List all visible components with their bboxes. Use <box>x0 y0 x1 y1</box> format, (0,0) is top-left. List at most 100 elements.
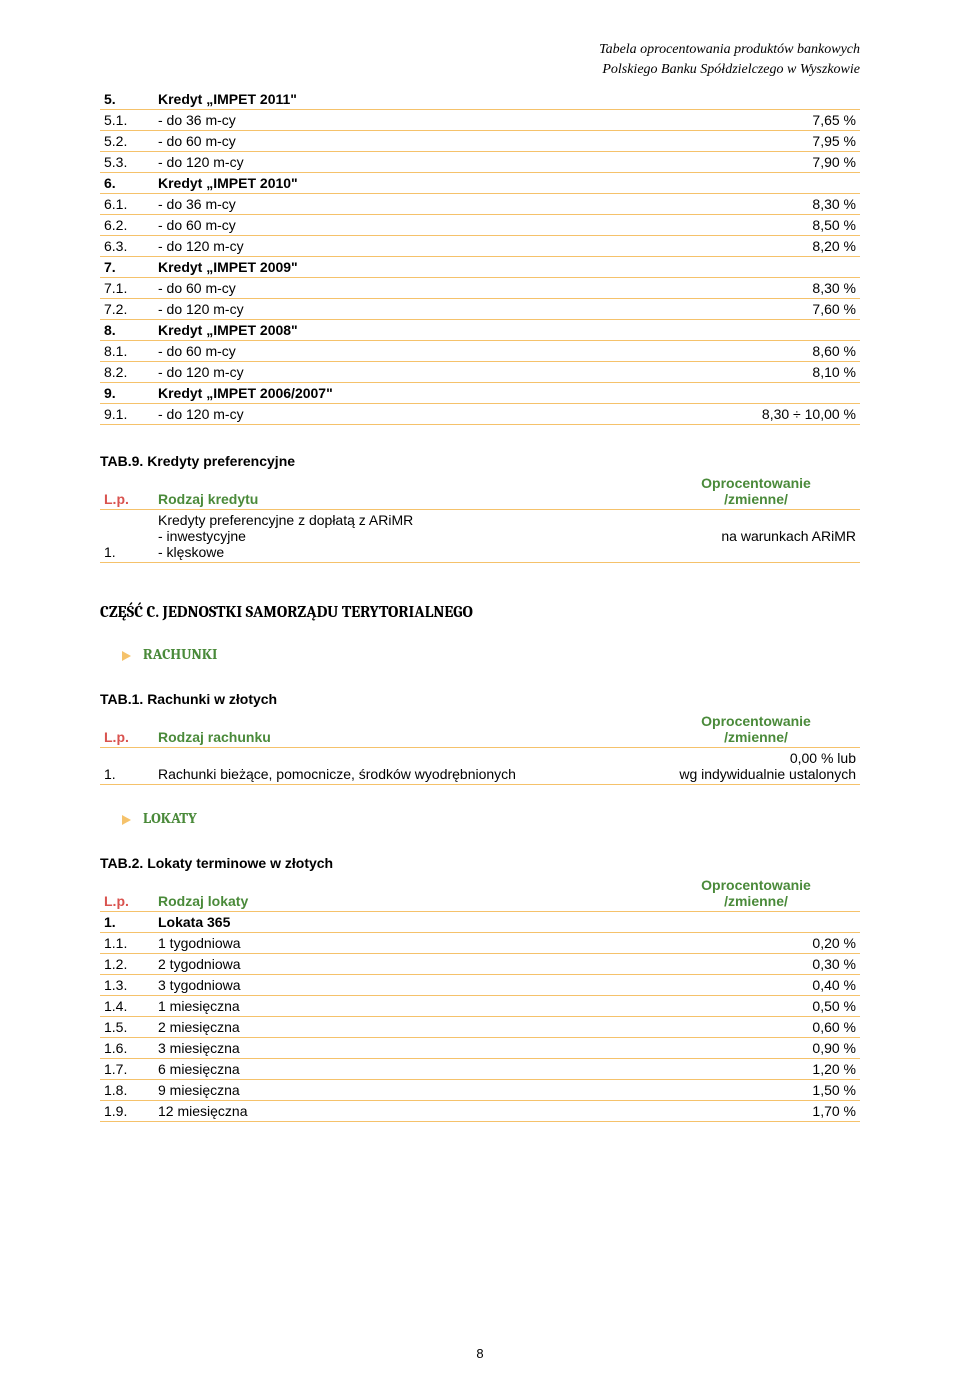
row-label: - do 120 m-cy <box>154 236 652 257</box>
table-row: 1.Lokata 365 <box>100 912 860 933</box>
table-row: 1.8.9 miesięczna1,50 % <box>100 1080 860 1101</box>
row-label: Kredyt „IMPET 2008" <box>154 320 652 341</box>
row-value: 1,50 % <box>652 1080 860 1101</box>
tab1-table: L.p. Rodzaj rachunku Oprocentowanie /zmi… <box>100 711 860 785</box>
row-num: 7. <box>100 257 154 278</box>
row-num: 1.2. <box>100 954 154 975</box>
row-value: 8,30 % <box>652 278 860 299</box>
row-label: - do 36 m-cy <box>154 110 652 131</box>
subhead-lokaty: LOKATY <box>100 809 860 827</box>
table-row: 1.4.1 miesięczna0,50 % <box>100 996 860 1017</box>
table-row: 1.3.3 tygodniowa0,40 % <box>100 975 860 996</box>
row-num: 7.1. <box>100 278 154 299</box>
row-value: 0,30 % <box>652 954 860 975</box>
row-num: 5.2. <box>100 131 154 152</box>
table-row: 5.3.- do 120 m-cy7,90 % <box>100 152 860 173</box>
table-row: 8.2.- do 120 m-cy8,10 % <box>100 362 860 383</box>
row-num: 9. <box>100 383 154 404</box>
tab2-head-lp: L.p. <box>100 875 154 912</box>
row-num: 1.9. <box>100 1101 154 1122</box>
row-value: 7,65 % <box>652 110 860 131</box>
table-row: 1.6.3 miesięczna0,90 % <box>100 1038 860 1059</box>
row-num: 6.3. <box>100 236 154 257</box>
row-num: 8. <box>100 320 154 341</box>
tab1-row-label: Rachunki bieżące, pomocnicze, środków wy… <box>154 748 652 785</box>
tab9-row-label: Kredyty preferencyjne z dopłatą z ARiMR … <box>154 510 652 563</box>
tab9-head-label: Rodzaj kredytu <box>154 473 652 510</box>
row-num: 1.5. <box>100 1017 154 1038</box>
row-num: 6. <box>100 173 154 194</box>
tab9-head-val: Oprocentowanie /zmienne/ <box>652 473 860 510</box>
table-row: 1.9.12 miesięczna1,70 % <box>100 1101 860 1122</box>
row-label: 1 tygodniowa <box>154 933 652 954</box>
row-num: 8.2. <box>100 362 154 383</box>
row-num: 5.1. <box>100 110 154 131</box>
row-label: 2 miesięczna <box>154 1017 652 1038</box>
table-impet: 5.Kredyt „IMPET 2011"5.1.- do 36 m-cy7,6… <box>100 89 860 425</box>
tab2-head-label: Rodzaj lokaty <box>154 875 652 912</box>
header-line-2: Polskiego Banku Spółdzielczego w Wyszkow… <box>602 62 860 77</box>
tab1-row-num: 1. <box>100 748 154 785</box>
tab1-title: TAB.1. Rachunki w złotych <box>100 691 860 707</box>
tab1-row-val: 0,00 % lub wg indywidualnie ustalonych <box>652 748 860 785</box>
row-num: 9.1. <box>100 404 154 425</box>
row-num: 1.8. <box>100 1080 154 1101</box>
row-value: 0,50 % <box>652 996 860 1017</box>
row-value <box>652 257 860 278</box>
row-label: Kredyt „IMPET 2009" <box>154 257 652 278</box>
row-value: 7,90 % <box>652 152 860 173</box>
table-row: 1.2.2 tygodniowa0,30 % <box>100 954 860 975</box>
row-value: 8,20 % <box>652 236 860 257</box>
row-num: 7.2. <box>100 299 154 320</box>
row-value: 8,30 ÷ 10,00 % <box>652 404 860 425</box>
row-value: 8,60 % <box>652 341 860 362</box>
section-c-title: CZĘŚĆ C. JEDNOSTKI SAMORZĄDU TERYTORIALN… <box>100 603 860 621</box>
row-num: 8.1. <box>100 341 154 362</box>
row-value <box>652 320 860 341</box>
row-value: 0,20 % <box>652 933 860 954</box>
tab1-head-label: Rodzaj rachunku <box>154 711 652 748</box>
row-label: - do 60 m-cy <box>154 215 652 236</box>
row-value <box>652 89 860 110</box>
row-num: 6.1. <box>100 194 154 215</box>
row-num: 5.3. <box>100 152 154 173</box>
tab1-head-lp: L.p. <box>100 711 154 748</box>
row-num: 1.4. <box>100 996 154 1017</box>
row-value: 8,30 % <box>652 194 860 215</box>
row-label: - do 60 m-cy <box>154 278 652 299</box>
row-num: 1.6. <box>100 1038 154 1059</box>
tab2-title: TAB.2. Lokaty terminowe w złotych <box>100 855 860 871</box>
row-label: 2 tygodniowa <box>154 954 652 975</box>
row-label: Lokata 365 <box>154 912 652 933</box>
table-row: 6.2.- do 60 m-cy8,50 % <box>100 215 860 236</box>
table-row: 6.3.- do 120 m-cy8,20 % <box>100 236 860 257</box>
tab2-head-val: Oprocentowanie /zmienne/ <box>652 875 860 912</box>
row-label: Kredyt „IMPET 2010" <box>154 173 652 194</box>
row-label: - do 120 m-cy <box>154 299 652 320</box>
row-label: 12 miesięczna <box>154 1101 652 1122</box>
row-label: - do 120 m-cy <box>154 152 652 173</box>
table-row: 1.7.6 miesięczna1,20 % <box>100 1059 860 1080</box>
row-value: 8,50 % <box>652 215 860 236</box>
table-row: 5.1.- do 36 m-cy7,65 % <box>100 110 860 131</box>
tab9-head-lp: L.p. <box>100 473 154 510</box>
page-number: 8 <box>0 1346 960 1361</box>
row-label: - do 120 m-cy <box>154 362 652 383</box>
row-value <box>652 912 860 933</box>
row-num: 1.1. <box>100 933 154 954</box>
row-num: 1.7. <box>100 1059 154 1080</box>
row-value: 7,60 % <box>652 299 860 320</box>
row-num: 6.2. <box>100 215 154 236</box>
row-label: 1 miesięczna <box>154 996 652 1017</box>
row-num: 1. <box>100 912 154 933</box>
row-value: 0,60 % <box>652 1017 860 1038</box>
page: Tabela oprocentowania produktów bankowyc… <box>0 0 960 1391</box>
tab9-row-val: na warunkach ARiMR <box>652 510 860 563</box>
row-label: - do 36 m-cy <box>154 194 652 215</box>
row-label: - do 60 m-cy <box>154 131 652 152</box>
header-line-1: Tabela oprocentowania produktów bankowyc… <box>599 42 860 57</box>
row-label: Kredyt „IMPET 2006/2007" <box>154 383 652 404</box>
row-num: 1.3. <box>100 975 154 996</box>
table-row: 6.Kredyt „IMPET 2010" <box>100 173 860 194</box>
table-row: 5.2.- do 60 m-cy7,95 % <box>100 131 860 152</box>
